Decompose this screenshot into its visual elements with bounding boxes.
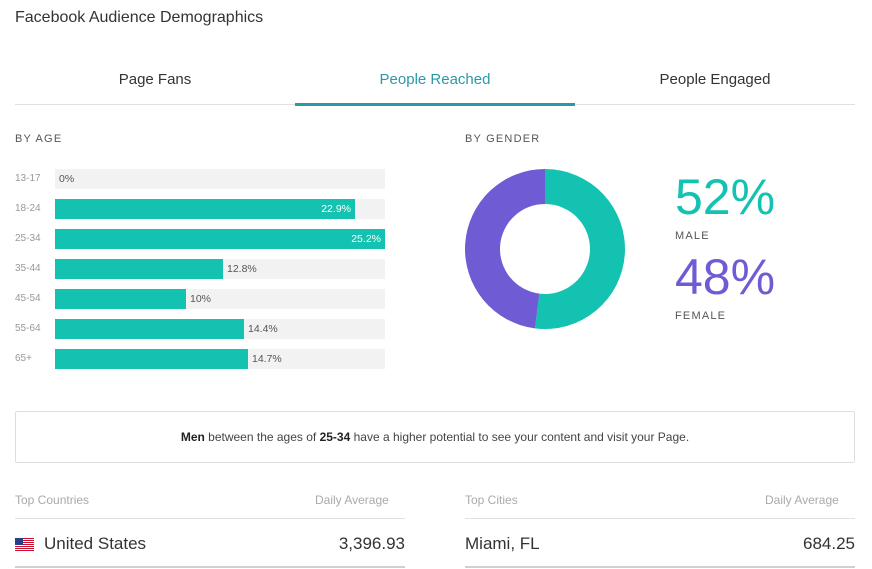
age-row: 25-34 25.2% — [15, 229, 385, 249]
insight-age-range: 25-34 — [319, 430, 351, 444]
countries-divider — [15, 518, 405, 519]
countries-bottom-divider — [15, 566, 405, 568]
age-bar — [55, 199, 355, 219]
us-flag-icon — [15, 538, 34, 551]
age-group-label: 18-24 — [15, 203, 41, 214]
age-row: 45-54 10% — [15, 289, 385, 309]
cities-daily-average-header: Daily Average — [765, 493, 839, 507]
insight-gender: Men — [180, 430, 205, 444]
country-daily-average: 3,396.93 — [338, 534, 405, 553]
age-bar-track: 22.9% — [55, 199, 385, 219]
age-bar-track: 14.4% — [55, 319, 385, 339]
male-label: MALE — [675, 230, 710, 242]
age-row: 65+ 14.7% — [15, 349, 385, 369]
age-row: 35-44 12.8% — [15, 259, 385, 279]
gender-donut-chart — [465, 169, 625, 329]
city-name: Miami, FL — [465, 534, 540, 553]
age-bar-track: 10% — [55, 289, 385, 309]
page-title: Facebook Audience Demographics — [15, 9, 264, 26]
tab-bar: Page Fans People Reached People Engaged — [15, 62, 855, 106]
top-countries-header: Top Countries — [15, 493, 90, 507]
age-bar-value: 12.8% — [227, 263, 257, 275]
top-cities-header: Top Cities — [465, 493, 518, 507]
donut-segment-female — [465, 169, 545, 329]
city-daily-average: 684.25 — [803, 534, 855, 553]
age-group-label: 25-34 — [15, 233, 41, 244]
cities-divider — [465, 518, 855, 519]
female-percentage: 48% — [675, 249, 776, 305]
donut-segment-male — [534, 169, 625, 329]
female-label: FEMALE — [675, 310, 727, 322]
age-bar — [55, 349, 248, 369]
age-bar-value: 25.2% — [351, 233, 381, 245]
age-bar-value: 22.9% — [321, 203, 351, 215]
countries-daily-average-header: Daily Average — [315, 493, 389, 507]
age-row: 13-17 0% — [15, 169, 385, 189]
insight-text-1: between the ages of — [204, 430, 320, 444]
age-bar — [55, 259, 223, 279]
age-bar-track: 0% — [55, 169, 385, 189]
age-group-label: 45-54 — [15, 293, 41, 304]
by-age-label: BY AGE — [15, 133, 63, 145]
age-bar — [55, 229, 385, 249]
age-row: 18-24 22.9% — [15, 199, 385, 219]
insight-text-2: have a higher potential to see your cont… — [350, 430, 690, 444]
age-row: 55-64 14.4% — [15, 319, 385, 339]
age-bar-track: 12.8% — [55, 259, 385, 279]
tab-page-fans[interactable]: Page Fans — [118, 71, 192, 88]
insight-banner: Men between the ages of 25-34 have a hig… — [15, 411, 855, 463]
age-group-label: 13-17 — [15, 173, 41, 184]
age-bar-track: 14.7% — [55, 349, 385, 369]
cities-bottom-divider — [465, 566, 855, 568]
age-bar-value: 0% — [59, 173, 75, 185]
country-name: United States — [44, 534, 147, 553]
by-gender-label: BY GENDER — [465, 133, 541, 145]
age-bar — [55, 319, 244, 339]
age-bar-value: 14.4% — [248, 323, 278, 335]
male-percentage: 52% — [675, 169, 776, 225]
age-bar-value: 10% — [190, 293, 212, 305]
age-group-label: 55-64 — [15, 323, 41, 334]
tab-people-engaged[interactable]: People Engaged — [659, 71, 771, 88]
age-bar — [55, 289, 186, 309]
tab-people-reached[interactable]: People Reached — [295, 62, 575, 106]
age-group-label: 65+ — [15, 353, 32, 364]
age-group-label: 35-44 — [15, 263, 41, 274]
age-bar-value: 14.7% — [252, 353, 282, 365]
age-bar-track: 25.2% — [55, 229, 385, 249]
